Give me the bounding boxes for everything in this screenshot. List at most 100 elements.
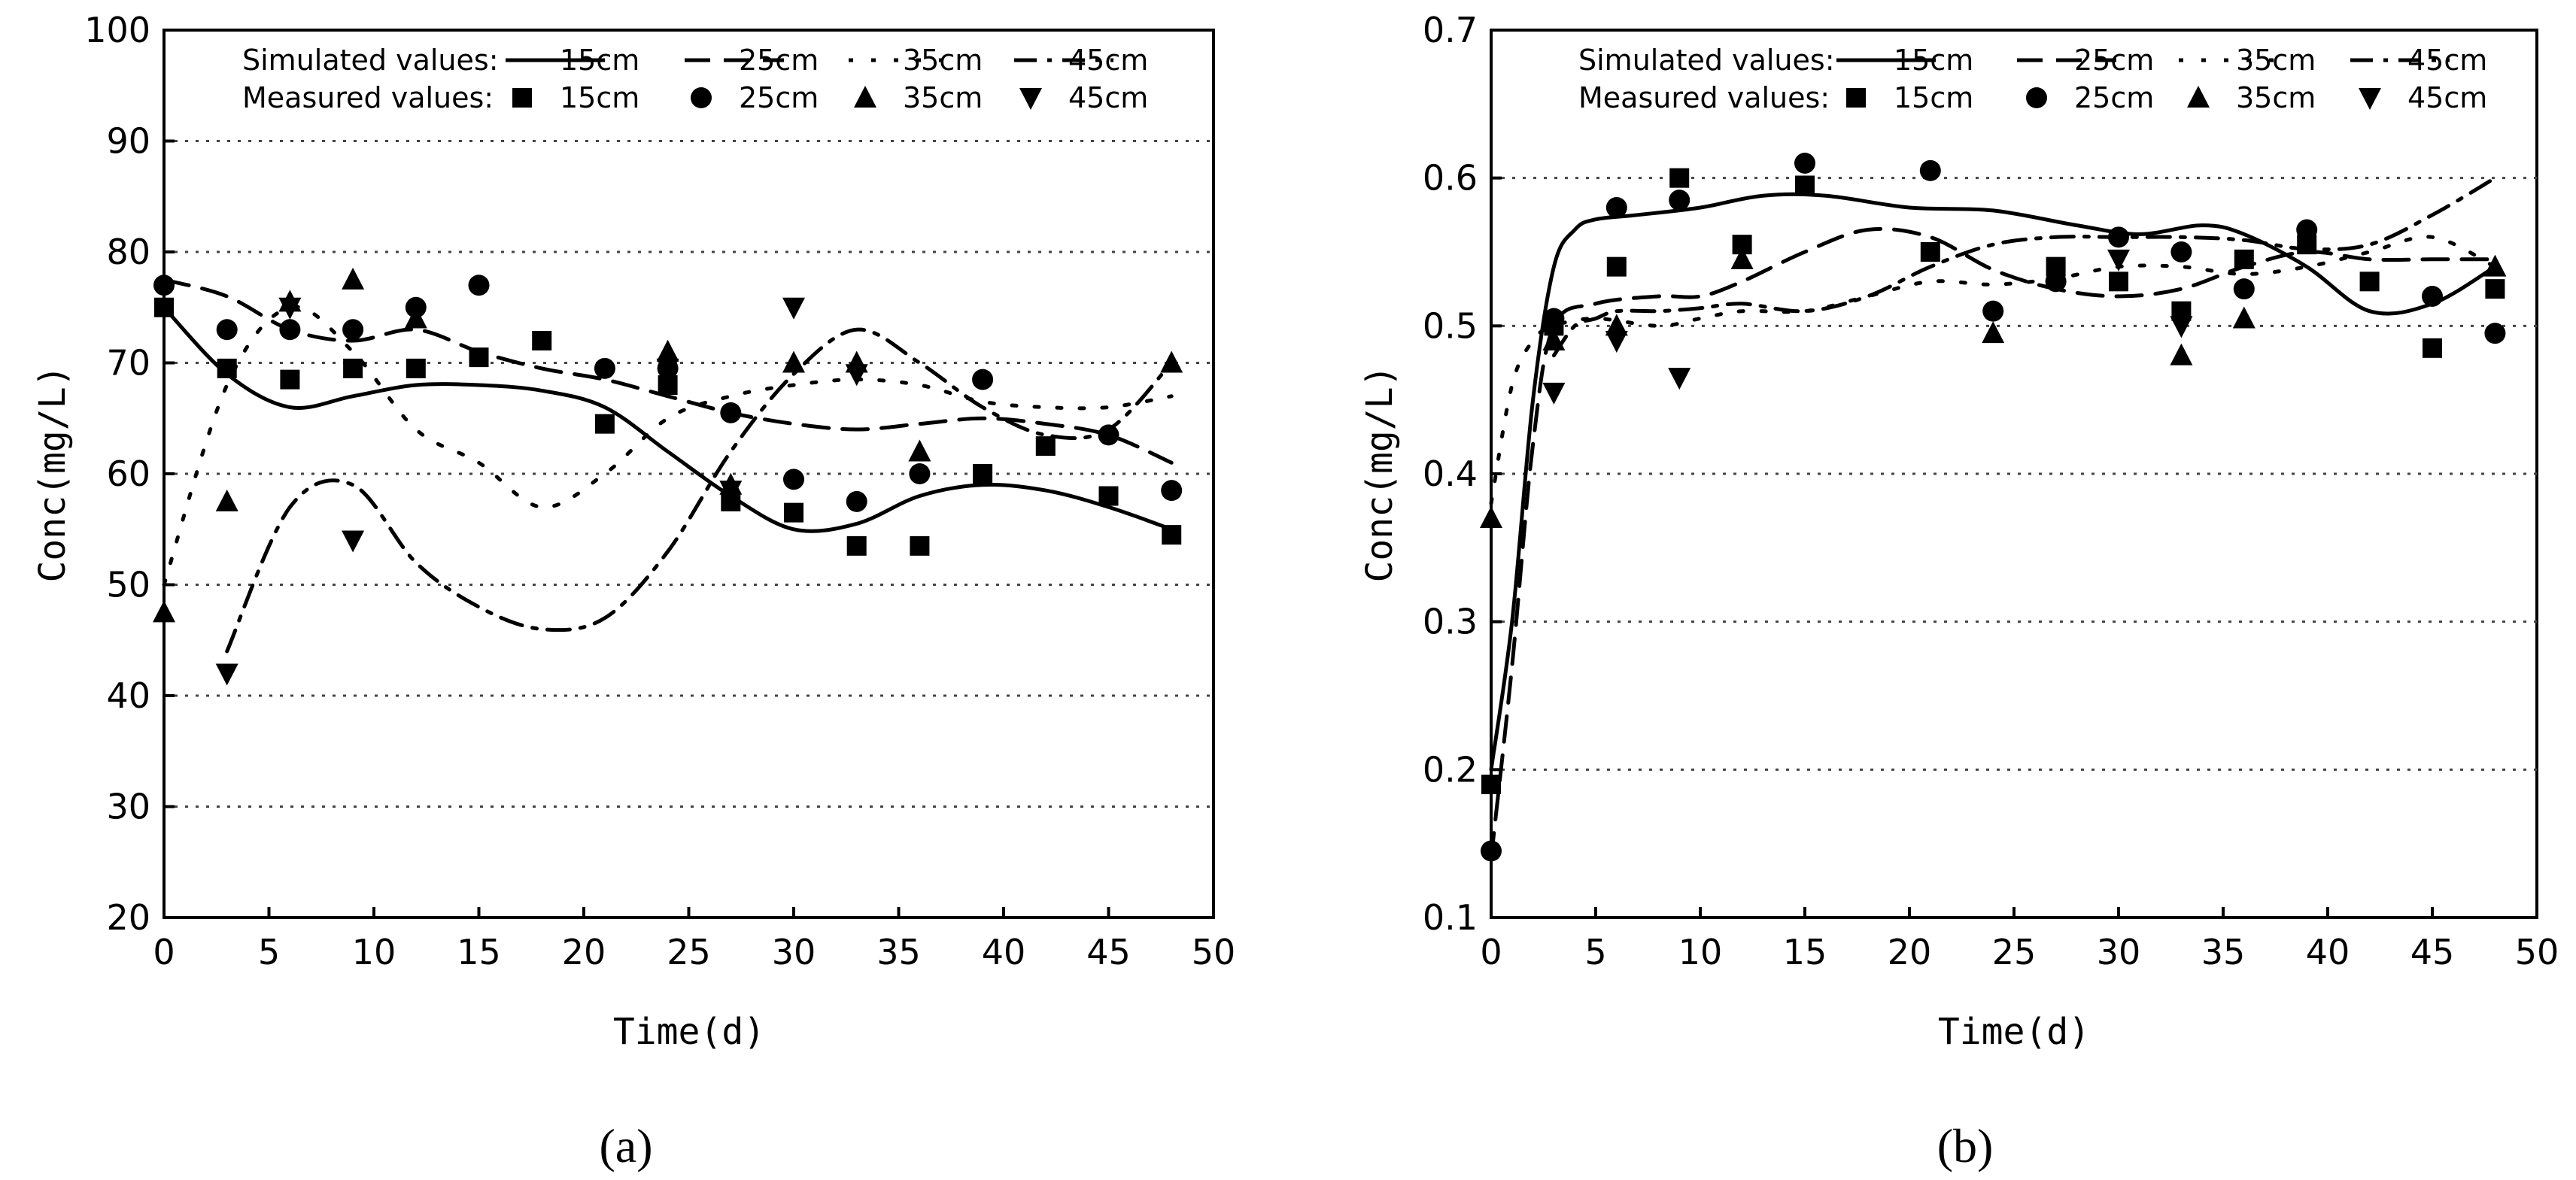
panel-b-x-tick-label: 10 (1678, 932, 1723, 972)
panel-a-legend-measured-35cm: 35cm (903, 81, 983, 114)
panel-a-measured-35cm-point (1160, 350, 1183, 373)
panel-a-measured-45cm-point (719, 481, 743, 503)
panel-a-y-tick-label: 60 (106, 453, 150, 494)
panel-a-y-tick-label: 30 (106, 787, 150, 827)
panel-b-measured-25cm-point (2045, 271, 2067, 293)
panel-a-y-tick-label: 70 (106, 343, 150, 384)
panel-b-measured-15cm-point (2359, 271, 2380, 292)
panel-b-x-tick-label: 20 (1888, 932, 1932, 972)
panel-b-measured-25cm-point (1605, 197, 1627, 218)
panel-b-measured-25cm-point (2233, 278, 2255, 300)
panel-b-measured-25cm-point (1481, 840, 1502, 862)
panel-b-measured-15cm-point (2423, 338, 2442, 358)
panel-a-measured-25cm-point (846, 490, 867, 512)
panel-b-y-tick-label: 0.7 (1423, 10, 1478, 50)
panel-a-measured-15cm-point (1162, 525, 1182, 545)
panel-a-x-tick-label: 10 (352, 932, 396, 972)
panel-b-legend-marker-45cm (2359, 88, 2381, 110)
panel-b-measured-45cm-point (2170, 316, 2193, 338)
panel-a-measured-15cm-point (1098, 486, 1119, 506)
panel-b-legend-measured-25cm: 25cm (2074, 81, 2154, 114)
panel-a-series (153, 267, 1183, 686)
panel-b-measured-15cm-point (2485, 279, 2505, 299)
panel-a-simulated-45cm-line (225, 327, 1174, 654)
panel-b-series (1480, 153, 2507, 862)
panel-a-legend-measured-45cm: 45cm (1068, 81, 1148, 114)
panel-a-measured-25cm-point (972, 369, 994, 390)
panel-a-legend-marker-45cm (1019, 88, 1042, 110)
panel-a-x-tick-label: 40 (982, 932, 1026, 972)
panel-a-measured-45cm-point (278, 297, 302, 320)
panel-b-simulated-25cm-line (1489, 226, 2497, 860)
panel-a-measured-15cm-point (1035, 436, 1056, 457)
panel-b-legend-simulated-15cm: 15cm (1894, 44, 1973, 77)
panel-a-x-tick-label: 30 (772, 932, 816, 972)
panel-a-measured-35cm-point (782, 350, 805, 373)
panel-b-measured-45cm-point (1668, 368, 1691, 390)
panel-b-y-tick-label: 0.2 (1423, 749, 1478, 790)
panel-b-x-ticks: 0 5 10 15 20 25 30 35 40 45 50 (1480, 907, 2559, 972)
panel-a-measured-25cm-point (153, 275, 175, 296)
panel-a-measured-35cm-point (404, 306, 427, 329)
panel-a-x-tick-label: 0 (153, 932, 175, 972)
panel-a-measured-25cm-point (279, 319, 301, 341)
panel-a-x-tick-label: 35 (876, 932, 921, 972)
panel-a-measured-15cm-point (594, 414, 615, 434)
panel-a-measured-45cm-point (656, 358, 679, 381)
panel-a-measured-15cm-point (280, 369, 300, 390)
panel-a-legend-simulated-45cm: 45cm (1068, 44, 1148, 77)
panel-a-measured-45cm-point (782, 297, 805, 320)
panel-b-legend-simulated-label: Simulated values: (1578, 44, 1835, 77)
panel-b-measured-25cm-point (1919, 159, 1941, 181)
panel-b-x-axis-title: Time(d) (1938, 1011, 2090, 1053)
panel-b-x-tick-label: 35 (2201, 932, 2246, 972)
panel-a-y-tick-label: 50 (106, 565, 150, 605)
panel-a-y-tick-label: 40 (106, 675, 150, 716)
panel-b-y-ticks: 0.1 0.2 0.3 0.4 0.5 0.6 0.7 (1423, 10, 1502, 938)
panel-a-measured-15cm-point (910, 535, 930, 556)
panel-a-legend-marker-15cm (512, 88, 532, 108)
panel-b-measured-35cm-point (1730, 247, 1754, 269)
panel-b-measured-45cm-point (1542, 382, 1566, 405)
panel-b-measured-25cm-point (2422, 286, 2443, 307)
panel-b: 0.1 0.2 0.3 0.4 0.5 0.6 0.7 0 5 10 15 20 25 30 35 40 45… (1359, 10, 2559, 1172)
panel-a: 20 30 40 50 60 70 80 90 100 0 5 10 15 20 25 30 35 40 45 50… (32, 10, 1235, 1172)
panel-b-measured-35cm-point (2483, 254, 2507, 277)
panel-b-measured-35cm-point (1542, 329, 1566, 350)
panel-b-legend-simulated-45cm: 45cm (2407, 44, 2487, 77)
panel-b-x-tick-label: 50 (2515, 932, 2559, 972)
panel-a-legend-marker-35cm (854, 86, 876, 108)
panel-a-measured-15cm-point (217, 358, 237, 378)
panel-a-y-tick-label: 90 (106, 121, 150, 162)
panel-b-legend-measured-label: Measured values: (1578, 81, 1830, 114)
panel-a-legend-simulated-35cm: 35cm (903, 44, 983, 77)
panel-b-measured-15cm-point (2109, 271, 2128, 292)
panel-a-measured-25cm-point (468, 275, 490, 296)
panel-a-x-tick-label: 45 (1086, 932, 1131, 972)
panel-b-legend-marker-25cm (2026, 87, 2047, 108)
panel-b-measured-25cm-point (2296, 219, 2318, 241)
panel-a-measured-25cm-point (1098, 424, 1119, 446)
panel-a-measured-25cm-point (594, 357, 615, 379)
panel-b-measured-25cm-point (2484, 323, 2506, 344)
panel-a-x-tick-label: 50 (1192, 932, 1236, 972)
panel-a-measured-45cm-point (215, 663, 238, 686)
panel-a-measured-15cm-point (973, 464, 993, 484)
panel-b-label: (b) (1937, 1119, 1994, 1172)
panel-b-legend-marker-15cm (1846, 88, 1866, 108)
panel-b-legend-measured-15cm: 15cm (1894, 81, 1973, 114)
panel-a-gridlines (164, 140, 1214, 808)
panel-a-legend: Simulated values: Measured values: 15cm 15c… (242, 44, 1148, 114)
panel-a-legend-simulated-label: Simulated values: (242, 44, 499, 77)
panel-a-measured-35cm-point (153, 600, 175, 623)
panel-b-legend-marker-35cm (2187, 86, 2210, 108)
panel-a-measured-35cm-point (215, 489, 238, 511)
panel-a-legend-measured-15cm: 15cm (560, 81, 639, 114)
panel-b-measured-25cm-point (2170, 241, 2192, 262)
panel-b-measured-35cm-point (2170, 343, 2193, 366)
panel-b-measured-35cm-point (1982, 321, 2005, 344)
panel-a-legend-marker-25cm (691, 87, 712, 108)
panel-a-x-ticks: 0 5 10 15 20 25 30 35 40 45 50 (153, 907, 1235, 972)
panel-a-measured-25cm-point (342, 319, 364, 341)
